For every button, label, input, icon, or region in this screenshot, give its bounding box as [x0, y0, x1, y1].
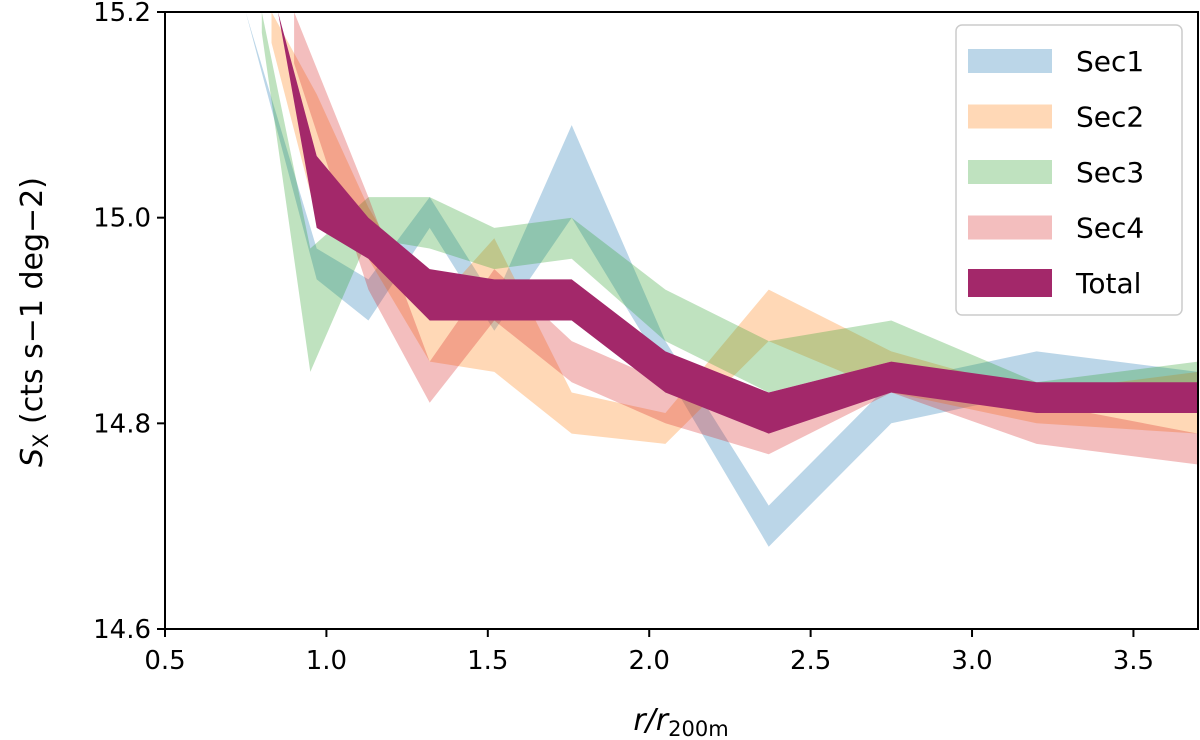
y-tick-label: 14.6: [93, 615, 151, 645]
legend-label-sec1: Sec1: [1076, 45, 1144, 78]
legend-label-total: Total: [1075, 267, 1141, 300]
series-band-total: [278, 12, 1198, 434]
x-tick-label: 2.5: [790, 646, 831, 676]
x-tick-label: 1.5: [467, 646, 508, 676]
x-axis-label: r/r200m: [633, 703, 728, 740]
x-tick-label: 1.0: [306, 646, 347, 676]
x-tick-label: 3.5: [1113, 646, 1154, 676]
legend-swatch-sec2: [968, 104, 1052, 129]
legend-label-sec4: Sec4: [1076, 212, 1144, 245]
series-band-sec2: [271, 12, 1198, 444]
y-axis: 14.6 14.8 15.0 15.2: [93, 0, 165, 645]
x-axis: 0.5 1.0 1.5 2.0 2.5 3.0 3.5: [144, 629, 1154, 676]
series-layer: [245, 12, 1198, 547]
plot-frame: [164, 11, 1199, 630]
x-tick-label: 0.5: [144, 646, 185, 676]
y-tick-label: 15.2: [93, 0, 151, 28]
x-tick-label: 2.0: [629, 646, 670, 676]
series-band-sec4: [294, 12, 1198, 465]
series-band-sec1: [245, 12, 1198, 547]
x-tick-label: 3.0: [951, 646, 992, 676]
legend-items: Sec1 Sec2 Sec3 Sec4 Total: [968, 45, 1144, 300]
legend-label-sec3: Sec3: [1076, 156, 1144, 189]
y-tick-label: 14.8: [93, 409, 151, 439]
legend: Sec1 Sec2 Sec3 Sec4 Total: [955, 24, 1183, 316]
y-axis-label: SX (cts s−1 deg−2): [15, 177, 53, 467]
legend-swatch-sec4: [968, 215, 1052, 240]
y-tick-label: 15.0: [93, 204, 151, 234]
legend-frame: [955, 24, 1183, 316]
legend-swatch-total: [968, 269, 1052, 297]
legend-label-sec2: Sec2: [1076, 101, 1144, 134]
legend-swatch-sec3: [968, 160, 1052, 184]
legend-swatch-sec1: [968, 49, 1052, 73]
